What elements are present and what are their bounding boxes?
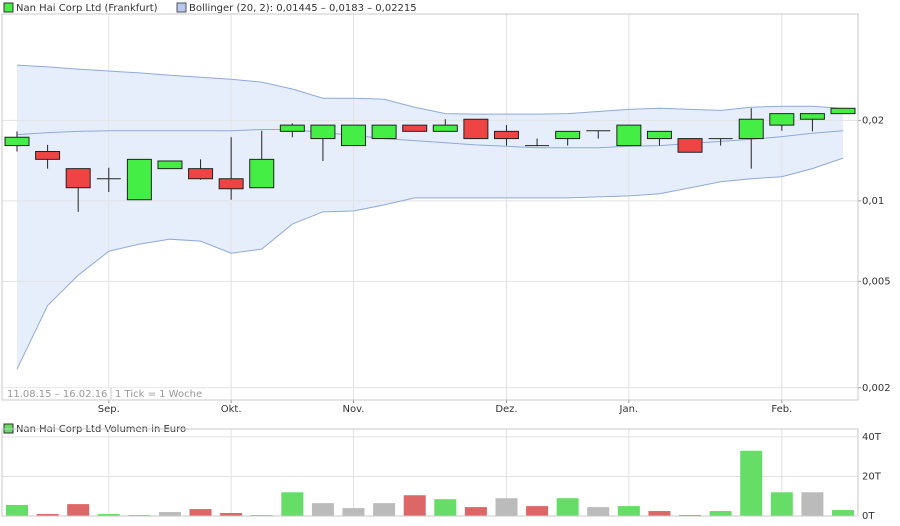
candle-body <box>4 136 30 147</box>
volume-bar <box>281 492 304 516</box>
volume-bar <box>373 503 396 516</box>
volume-bar <box>709 511 732 516</box>
candle-body <box>35 151 61 160</box>
legend-swatch <box>3 2 14 13</box>
volume-bar <box>587 507 610 516</box>
volume-bar <box>6 504 28 516</box>
plot-frame <box>1 13 859 401</box>
volume-bar <box>832 510 854 516</box>
legend-label: Nan Hai Corp Ltd (Frankfurt) <box>16 3 158 14</box>
volume-bar <box>434 499 457 516</box>
volume-bar <box>801 492 824 516</box>
band-upper <box>16 64 844 115</box>
candle-body <box>830 107 856 115</box>
candle-body <box>555 130 581 140</box>
volume-bar <box>220 513 243 516</box>
candle-body <box>341 124 367 147</box>
volume-bar <box>311 503 334 516</box>
volume-bar <box>97 514 120 516</box>
volume-bar <box>403 495 426 516</box>
tick-note: 1 Tick = 1 Woche <box>115 389 202 400</box>
candle-body <box>432 124 458 132</box>
legend-label: Bollinger (20, 2): 0,01445 – 0,0183 – 0,… <box>189 3 417 14</box>
plot-frame <box>1 428 859 517</box>
candle-body <box>126 158 152 201</box>
x-tick-label: Okt. <box>221 404 242 415</box>
candle-body <box>493 130 519 140</box>
x-tick-label: Jan. <box>619 404 639 415</box>
volume-bar <box>158 512 181 516</box>
candle-body <box>769 113 795 126</box>
candle-body <box>463 118 489 140</box>
volume-bar <box>495 498 518 516</box>
y-tick-label: 0,005 <box>862 276 891 287</box>
volume-bar <box>740 450 763 516</box>
x-tick-label: Feb. <box>771 404 792 415</box>
candle-body <box>65 168 91 189</box>
volume-panel: 0T 20T 40T <box>1 428 882 522</box>
volume-bar <box>189 509 212 516</box>
candle-body <box>249 158 275 189</box>
volume-bar <box>526 506 549 516</box>
y-tick-label: 40T <box>862 432 882 443</box>
price-panel: 0,002 0,005 0,01 0,02 Sep. Okt. Nov. Dez. Jan. Fe… <box>1 13 891 415</box>
volume-bar <box>67 504 90 516</box>
candle-body <box>310 124 336 140</box>
y-tick-label: 0,002 <box>862 383 891 394</box>
legend-swatch <box>176 2 187 13</box>
y-tick-label: 20T <box>862 471 882 482</box>
y-tick-label: 0T <box>862 511 875 522</box>
volume-bar <box>617 506 640 516</box>
volume-bar <box>464 507 487 516</box>
candle-body <box>646 130 672 140</box>
volume-bar <box>36 514 59 516</box>
date-range: 11.08.15 – 16.02.16 <box>7 389 107 400</box>
candle-body <box>677 138 703 153</box>
band-middle <box>16 128 844 149</box>
volume-bar <box>648 511 671 516</box>
candle-body <box>738 118 764 140</box>
candle-body <box>218 178 244 190</box>
volume-bar <box>342 508 365 516</box>
candle-body <box>402 124 428 132</box>
x-tick-label: Nov. <box>343 404 365 415</box>
candle-body <box>188 168 214 180</box>
candle-body <box>157 160 183 170</box>
candle-body <box>799 113 825 120</box>
candle-body <box>616 124 642 147</box>
candle-body <box>371 124 397 140</box>
y-tick-label: 0,02 <box>862 115 884 126</box>
band-lower <box>16 157 844 370</box>
x-tick-label: Sep. <box>98 404 120 415</box>
date-box <box>3 388 193 399</box>
y-tick-label: 0,01 <box>862 196 884 207</box>
candle-body <box>279 124 305 132</box>
volume-bar <box>556 498 579 516</box>
x-tick-label: Dez. <box>495 404 517 415</box>
volume-bar <box>770 492 793 516</box>
